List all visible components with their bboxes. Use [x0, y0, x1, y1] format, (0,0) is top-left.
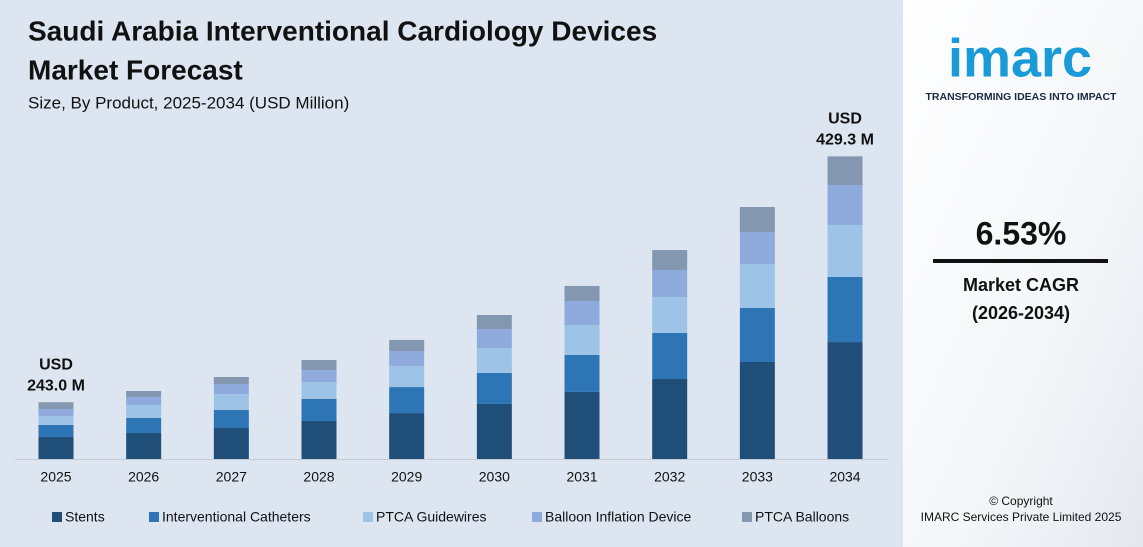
bar-segment [126, 405, 162, 418]
bar-segment [652, 269, 688, 298]
bar-segment [564, 391, 600, 459]
bar-segment [389, 365, 425, 388]
bar-segment [213, 394, 249, 411]
bar-segment [476, 328, 512, 348]
bar-segment [652, 379, 688, 459]
legend-swatch [742, 512, 752, 522]
bar-segment [213, 410, 249, 428]
bar-segment [827, 156, 863, 185]
x-tick-label: 2028 [303, 469, 334, 485]
legend-label: Balloon Inflation Device [545, 509, 692, 525]
x-tick-label: 2026 [128, 469, 159, 485]
bar-segment [564, 285, 600, 301]
bar-segment [38, 402, 74, 409]
chart-subtitle: Size, By Product, 2025-2034 (USD Million… [28, 93, 349, 112]
bar-segment [389, 413, 425, 459]
bar-segment [389, 351, 425, 366]
x-tick-label: 2027 [216, 469, 247, 485]
bar-segment [301, 382, 337, 399]
x-tick-label: 2031 [566, 469, 597, 485]
bar-segment [301, 420, 337, 459]
x-tick-label: 2034 [829, 469, 860, 485]
legend-swatch [149, 512, 159, 522]
bar-segment [38, 424, 74, 437]
bar-segment [739, 207, 775, 232]
cagr-value: 6.53% [976, 215, 1067, 251]
bar-segment [476, 314, 512, 329]
bar-segment [827, 184, 863, 225]
bar-segment [564, 354, 600, 392]
side-panel [903, 0, 1143, 547]
bar-segment [213, 427, 249, 459]
x-tick-label: 2033 [742, 469, 773, 485]
bar-segment [38, 436, 74, 459]
bar-segment [38, 408, 74, 416]
x-tick-label: 2025 [40, 469, 71, 485]
bar-segment [301, 360, 337, 371]
bar-segment [476, 403, 512, 459]
bar-segment [564, 300, 600, 326]
x-tick-label: 2029 [391, 469, 422, 485]
bar-segment [827, 342, 863, 459]
legend-swatch [363, 512, 373, 522]
bar-segment [564, 325, 600, 355]
bar-segment [126, 432, 162, 459]
divider [933, 259, 1108, 263]
bar-segment [389, 339, 425, 352]
x-tick-label: 2032 [654, 469, 685, 485]
bar-segment [38, 415, 74, 425]
bar-segment [301, 370, 337, 383]
bar-segment [739, 231, 775, 265]
bar-segment [213, 377, 249, 385]
bar-segment [389, 387, 425, 414]
bar-segment [301, 398, 337, 421]
bar-segment [476, 347, 512, 373]
bar-segment [739, 264, 775, 308]
legend-label: PTCA Guidewires [376, 509, 486, 525]
bar-segment [213, 384, 249, 395]
bar-segment [126, 417, 162, 433]
copyright: © Copyright [989, 494, 1053, 508]
legend-label: Stents [65, 509, 105, 525]
bar-segment [827, 276, 863, 343]
legend-label: PTCA Balloons [755, 509, 849, 525]
bar-segment [476, 372, 512, 404]
cagr-label: Market CAGR [963, 275, 1079, 295]
total-label: 429.3 M [816, 132, 874, 149]
bar-segment [739, 307, 775, 362]
x-tick-label: 2030 [479, 469, 510, 485]
tagline: TRANSFORMING IDEAS INTO IMPACT [926, 91, 1118, 103]
total-label: 243.0 M [27, 377, 85, 394]
total-label: USD [828, 111, 862, 128]
cagr-period: (2026-2034) [972, 303, 1070, 323]
bar-segment [652, 332, 688, 380]
legend-label: Interventional Catheters [162, 509, 311, 525]
bar-segment [827, 224, 863, 277]
bar-segment [126, 396, 162, 406]
bar-segment [739, 361, 775, 459]
chart-title: Saudi Arabia Interventional Cardiology D… [28, 15, 657, 46]
chart-title: Market Forecast [28, 54, 243, 85]
bar-segment [652, 250, 688, 270]
total-label: USD [39, 356, 73, 373]
copyright: IMARC Services Private Limited 2025 [921, 510, 1122, 524]
bar-segment [126, 391, 162, 397]
legend-swatch [532, 512, 542, 522]
bar-segment [652, 297, 688, 333]
legend-swatch [52, 512, 62, 522]
logo: imarc [948, 28, 1092, 88]
